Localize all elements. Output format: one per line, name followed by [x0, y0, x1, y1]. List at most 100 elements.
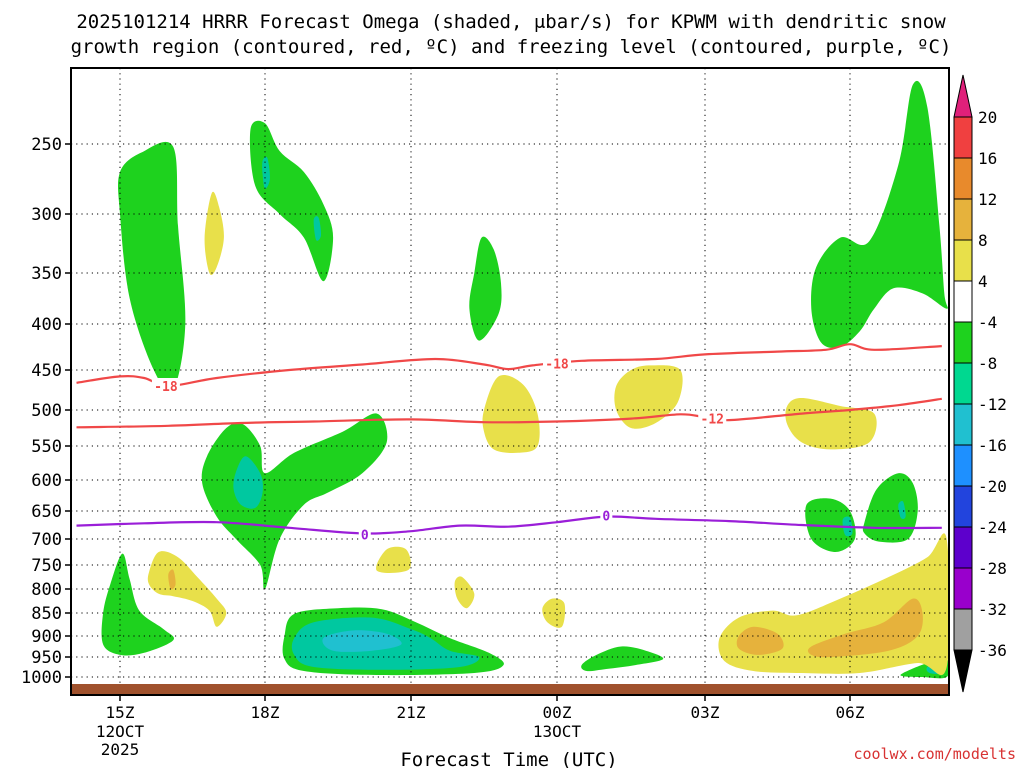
colorbar-tick-label: -24	[978, 518, 1007, 537]
colorbar-tick-label: -28	[978, 559, 1007, 578]
omega-region-8	[736, 626, 784, 655]
y-tick-label: 400	[31, 315, 62, 335]
y-tick-label: 250	[31, 135, 62, 155]
credit-text: coolwx.com/modelts	[853, 745, 1016, 763]
omega-region-minus4	[862, 473, 918, 543]
dgz-minus12-label: -12	[701, 413, 724, 428]
colorbar-bin	[953, 485, 973, 528]
omega-region-minus8	[898, 500, 906, 519]
omega-region-minus8	[233, 456, 263, 509]
x-tick-label: 03Z	[691, 703, 720, 722]
colorbar-bin	[953, 362, 973, 405]
x-tick-label: 15Z	[106, 703, 135, 722]
colorbar-bin	[953, 444, 973, 487]
y-tick-label: 500	[31, 401, 62, 421]
colorbar-bin	[953, 157, 973, 200]
omega-region-minus4	[811, 80, 949, 349]
dgz-minus18-label: -18	[545, 358, 569, 373]
colorbar-min-arrow	[953, 649, 973, 693]
x-tick-label: 06Z	[836, 703, 865, 722]
colorbar-tick-label: 12	[978, 190, 997, 209]
x-tick-date: 12OCT	[96, 722, 145, 741]
omega-region-4	[542, 598, 566, 628]
omega-region-minus4	[117, 141, 186, 393]
colorbar-bin	[953, 280, 973, 323]
y-tick-label: 800	[31, 580, 62, 600]
x-tick-date: 13OCT	[533, 722, 582, 741]
y-tick-label: 700	[31, 530, 62, 550]
colorbar-tick-label: -12	[978, 395, 1007, 414]
omega-region-4	[454, 576, 475, 609]
omega-region-4	[482, 374, 540, 454]
colorbar-tick-label: 20	[978, 108, 997, 127]
dgz-minus12-line	[76, 397, 942, 429]
colorbar-tick-label: -16	[978, 436, 1007, 455]
omega-region-minus4	[201, 413, 388, 590]
y-tick-label: 850	[31, 604, 62, 624]
colorbar-tick-label: 8	[978, 231, 988, 250]
colorbar-tick-label: -32	[978, 600, 1007, 619]
dgz-minus18-label-bg	[543, 355, 571, 371]
omega-region-minus8	[313, 216, 322, 241]
plot-area: -18 -18 -12 0 0 250 300 350 400 450 500 550 600 650 70…	[21, 67, 950, 759]
y-tick-label: 950	[31, 648, 62, 668]
y-tick-label: 1000	[21, 668, 62, 688]
colorbar-tick-label: 4	[978, 272, 988, 291]
colorbar-bin	[953, 567, 973, 610]
y-tick-label: 450	[31, 361, 62, 381]
omega-region-8	[807, 598, 923, 658]
x-tick-label: 18Z	[251, 703, 280, 722]
dgz-minus18-label: -18	[154, 380, 178, 395]
colorbar-bin	[953, 239, 973, 282]
colorbar-max-arrow	[953, 74, 973, 118]
omega-region-4	[614, 365, 683, 429]
y-tick-label: 300	[31, 205, 62, 225]
omega-region-4	[785, 398, 877, 450]
colorbar-bin	[953, 116, 973, 159]
omega-region-minus4	[469, 236, 502, 341]
freezing-level-line	[76, 515, 942, 535]
y-tick-label: 600	[31, 471, 62, 491]
dgz-minus12-label-bg	[698, 410, 727, 426]
freezing-level-label: 0	[361, 529, 369, 544]
y-tick-label: 750	[31, 556, 62, 576]
omega-region-4	[204, 191, 224, 276]
colorbar-tick-label: -4	[978, 313, 997, 332]
y-tick-label: 650	[31, 502, 62, 522]
colorbar-bin	[953, 198, 973, 241]
colorbar-bin	[953, 321, 973, 364]
colorbar-tick-label: -8	[978, 354, 997, 373]
dgz-minus18-label-bg	[151, 378, 180, 393]
freezing-level-label: 0	[602, 509, 610, 524]
colorbar-bin	[953, 403, 973, 446]
ground-strip	[71, 684, 949, 695]
y-tick-label: 900	[31, 627, 62, 647]
chart-title-line-1: 2025101214 HRRR Forecast Omega (shaded, …	[76, 11, 946, 33]
omega-colorbar: -36 -32 -28 -24 -20 -16 -12 -8 -4 4 8 12 16 20	[953, 74, 1007, 693]
y-tick-label: 350	[31, 264, 62, 284]
colorbar-tick-label: -20	[978, 477, 1007, 496]
omega-region-minus8	[262, 156, 270, 189]
x-tick-label: 21Z	[397, 703, 426, 722]
y-tick-label: 550	[31, 437, 62, 457]
omega-region-minus4	[805, 498, 856, 552]
colorbar-tick-label: -36	[978, 641, 1007, 660]
x-axis-label: Forecast Time (UTC)	[400, 749, 617, 768]
freezing-level-label-bg	[600, 507, 613, 523]
x-tick-year: 2025	[101, 740, 140, 759]
freezing-level-label-bg	[358, 526, 371, 542]
colorbar-bin	[953, 608, 973, 651]
colorbar-bin	[953, 526, 973, 569]
omega-region-minus4	[581, 646, 664, 672]
omega-region-4	[147, 551, 227, 627]
plot-frame	[70, 67, 950, 696]
omega-region-minus4	[249, 120, 334, 282]
plot-inner: -18 -18 -12 0 0	[71, 68, 949, 695]
x-tick-label: 00Z	[543, 703, 572, 722]
omega-region-4	[376, 546, 411, 573]
omega-region-8	[168, 569, 176, 590]
chart-title-line-2: growth region (contoured, red, ºC) and f…	[71, 36, 952, 58]
colorbar-tick-label: 16	[978, 149, 997, 168]
